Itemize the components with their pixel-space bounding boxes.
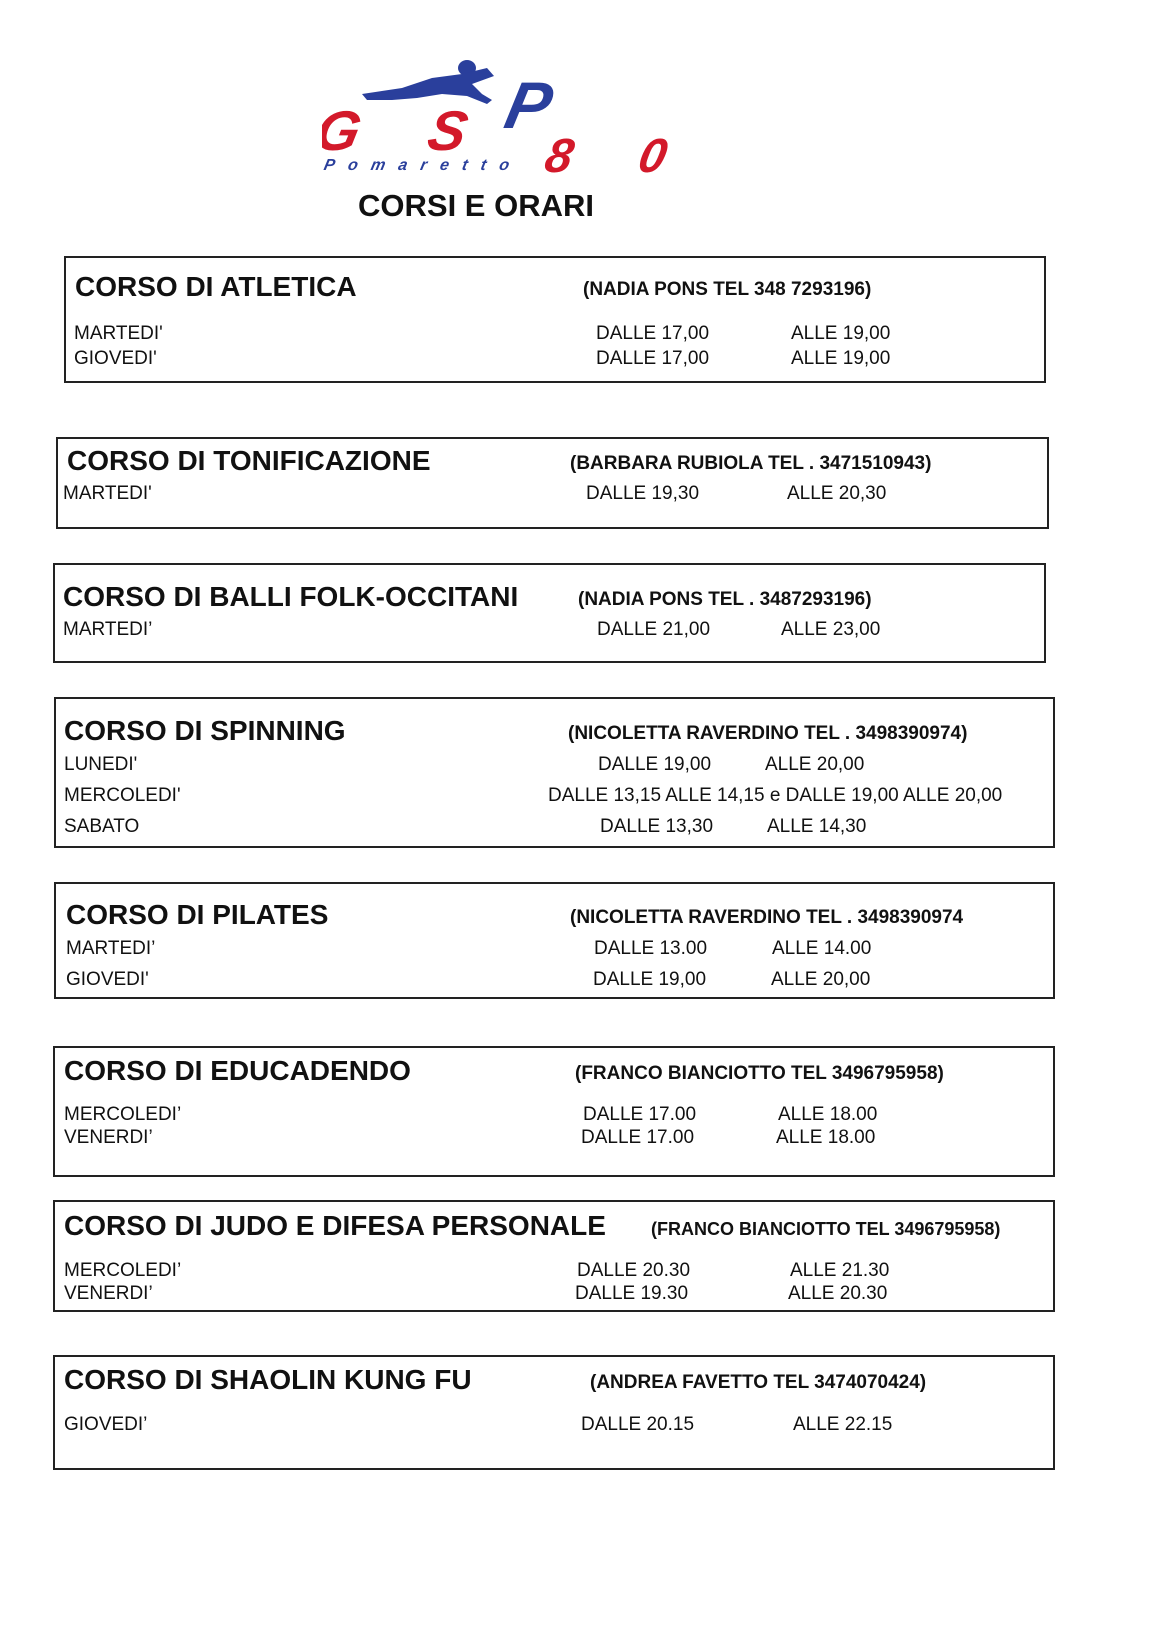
from-time: DALLE 21,00 xyxy=(597,619,711,640)
day: GIOVEDI' xyxy=(74,348,157,369)
to-time: ALLE 20,00 xyxy=(765,754,865,775)
svg-text:Pomaretto: Pomaretto xyxy=(322,156,511,174)
from-time: DALLE 17,00 xyxy=(596,323,710,344)
to-time: ALLE 20,30 xyxy=(787,483,887,504)
course-contact: (ANDREA FAVETTO TEL 3474070424) xyxy=(590,1372,927,1393)
course-contact: (FRANCO BIANCIOTTO TEL 3496795958) xyxy=(575,1063,944,1084)
to-time: ALLE 20,00 xyxy=(771,969,871,990)
to-time: ALLE 18.00 xyxy=(776,1127,876,1148)
to-time: ALLE 21.30 xyxy=(790,1260,890,1281)
from-time: DALLE 17,00 xyxy=(596,348,710,369)
course-name: CORSO DI PILATES xyxy=(66,899,329,930)
course-contact: (NICOLETTA RAVERDINO TEL . 3498390974) xyxy=(568,723,968,744)
from-time: DALLE 13,30 xyxy=(600,816,714,837)
from-time: DALLE 19,00 xyxy=(593,969,707,990)
to-time: ALLE 14,30 xyxy=(767,816,867,837)
course-contact: (NADIA PONS TEL 348 7293196) xyxy=(583,279,872,300)
from-time: DALLE 20.15 xyxy=(581,1414,695,1435)
to-time: ALLE 19,00 xyxy=(791,323,891,344)
course-box-atletica xyxy=(64,256,1046,383)
to-time: ALLE 20.30 xyxy=(788,1283,888,1304)
course-name: CORSO DI SHAOLIN KUNG FU xyxy=(64,1364,472,1395)
course-name: CORSO DI EDUCADENDO xyxy=(64,1055,411,1086)
day: MARTEDI' xyxy=(74,323,163,344)
from-time: DALLE 13.00 xyxy=(594,938,708,959)
from-time: DALLE 17.00 xyxy=(581,1127,695,1148)
runner-icon xyxy=(362,60,494,104)
day: GIOVEDI’ xyxy=(64,1414,148,1435)
course-contact: (NADIA PONS TEL . 3487293196) xyxy=(578,589,872,610)
course-box-judo xyxy=(53,1200,1055,1312)
course-contact: (NICOLETTA RAVERDINO TEL . 3498390974 xyxy=(570,907,964,928)
course-name: CORSO DI BALLI FOLK-OCCITANI xyxy=(63,581,519,612)
day: MERCOLEDI’ xyxy=(64,1260,182,1281)
day: VENERDI’ xyxy=(64,1283,153,1304)
course-box-pilates xyxy=(54,882,1055,999)
svg-text:80: 80 xyxy=(540,129,671,176)
course-name: CORSO DI JUDO E DIFESA PERSONALE xyxy=(64,1210,606,1241)
course-name: CORSO DI ATLETICA xyxy=(75,271,357,302)
course-name: CORSO DI TONIFICAZIONE xyxy=(67,445,431,476)
course-name: CORSO DI SPINNING xyxy=(64,715,346,746)
course-contact: (BARBARA RUBIOLA TEL . 3471510943) xyxy=(570,453,932,474)
from-time: DALLE 19,30 xyxy=(586,483,700,504)
from-time: DALLE 17.00 xyxy=(583,1104,697,1125)
from-time: DALLE 20.30 xyxy=(577,1260,691,1281)
course-box-educadendo xyxy=(53,1046,1055,1177)
day: MERCOLEDI' xyxy=(64,785,181,806)
to-time: ALLE 19,00 xyxy=(791,348,891,369)
day: MARTEDI' xyxy=(63,483,152,504)
to-time: ALLE 22.15 xyxy=(793,1414,893,1435)
day: MARTEDI’ xyxy=(66,938,156,959)
to-time: ALLE 14.00 xyxy=(772,938,872,959)
day: SABATO xyxy=(64,816,140,837)
gsp80-logo: GS P 80 Pomaretto xyxy=(322,60,672,176)
day: LUNEDI' xyxy=(64,754,138,775)
from-time: DALLE 19,00 xyxy=(598,754,712,775)
course-box-balli xyxy=(53,563,1046,663)
schedule: DALLE 13,15 ALLE 14,15 e DALLE 19,00 ALL… xyxy=(548,785,1003,806)
from-time: DALLE 19.30 xyxy=(575,1283,689,1304)
day: VENERDI’ xyxy=(64,1127,153,1148)
course-box-kung-fu xyxy=(53,1355,1055,1470)
course-contact: (FRANCO BIANCIOTTO TEL 3496795958) xyxy=(651,1219,1001,1239)
to-time: ALLE 23,00 xyxy=(781,619,881,640)
svg-text:P: P xyxy=(499,70,559,143)
svg-text:GS: GS xyxy=(322,100,473,162)
course-box-spinning xyxy=(54,697,1055,848)
page-title: CORSI E ORARI xyxy=(358,188,594,223)
day: MARTEDI’ xyxy=(63,619,153,640)
to-time: ALLE 18.00 xyxy=(778,1104,878,1125)
day: MERCOLEDI’ xyxy=(64,1104,182,1125)
day: GIOVEDI' xyxy=(66,969,149,990)
course-box-tonificazione xyxy=(56,437,1049,529)
